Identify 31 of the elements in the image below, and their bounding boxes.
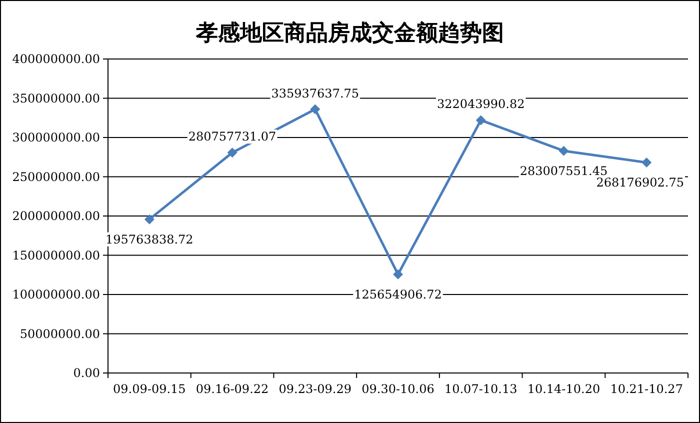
x-tick-label: 09.30-10.06 <box>362 382 434 396</box>
point <box>476 115 486 126</box>
y-tick-label: 150000000.00 <box>12 248 100 262</box>
y-tick-label: 0.00 <box>73 366 100 380</box>
y-tick-label: 250000000.00 <box>12 170 100 184</box>
data-label: 268176902.75 <box>596 175 684 190</box>
x-tick-label: 10.21-10.27 <box>610 382 683 396</box>
point <box>144 214 154 224</box>
data-label: 335937637.75 <box>271 86 360 100</box>
data-label: 280757731.07 <box>188 130 276 144</box>
y-tick-label: 50000000.00 <box>20 326 100 341</box>
y-tick-label: 400000000.00 <box>12 52 100 66</box>
x-tick-label: 10.14-10.20 <box>527 382 600 396</box>
y-tick-label: 300000000.00 <box>12 130 100 144</box>
point <box>310 104 320 114</box>
x-tick-label: 09.23-09.29 <box>278 382 352 396</box>
point <box>558 146 569 156</box>
y-tick-label: 100000000.00 <box>12 288 100 302</box>
data-label: 283007551.45 <box>520 164 608 178</box>
x-tick-label: 09.09-09.15 <box>113 382 186 396</box>
data-label: 125654906.72 <box>354 287 442 302</box>
x-tick-label: 10.07-10.13 <box>444 382 518 396</box>
point <box>393 269 403 280</box>
chart-title: 孝感地区商品房成交金额趋势图 <box>195 20 504 45</box>
y-tick-label: 200000000.00 <box>12 209 100 223</box>
x-tick-label: 09.16-09.22 <box>196 382 269 396</box>
point <box>227 148 238 158</box>
point <box>642 157 652 168</box>
data-label: 322043990.82 <box>436 97 525 112</box>
data-label: 195763838.72 <box>106 232 194 246</box>
y-tick-label: 350000000.00 <box>12 91 100 106</box>
